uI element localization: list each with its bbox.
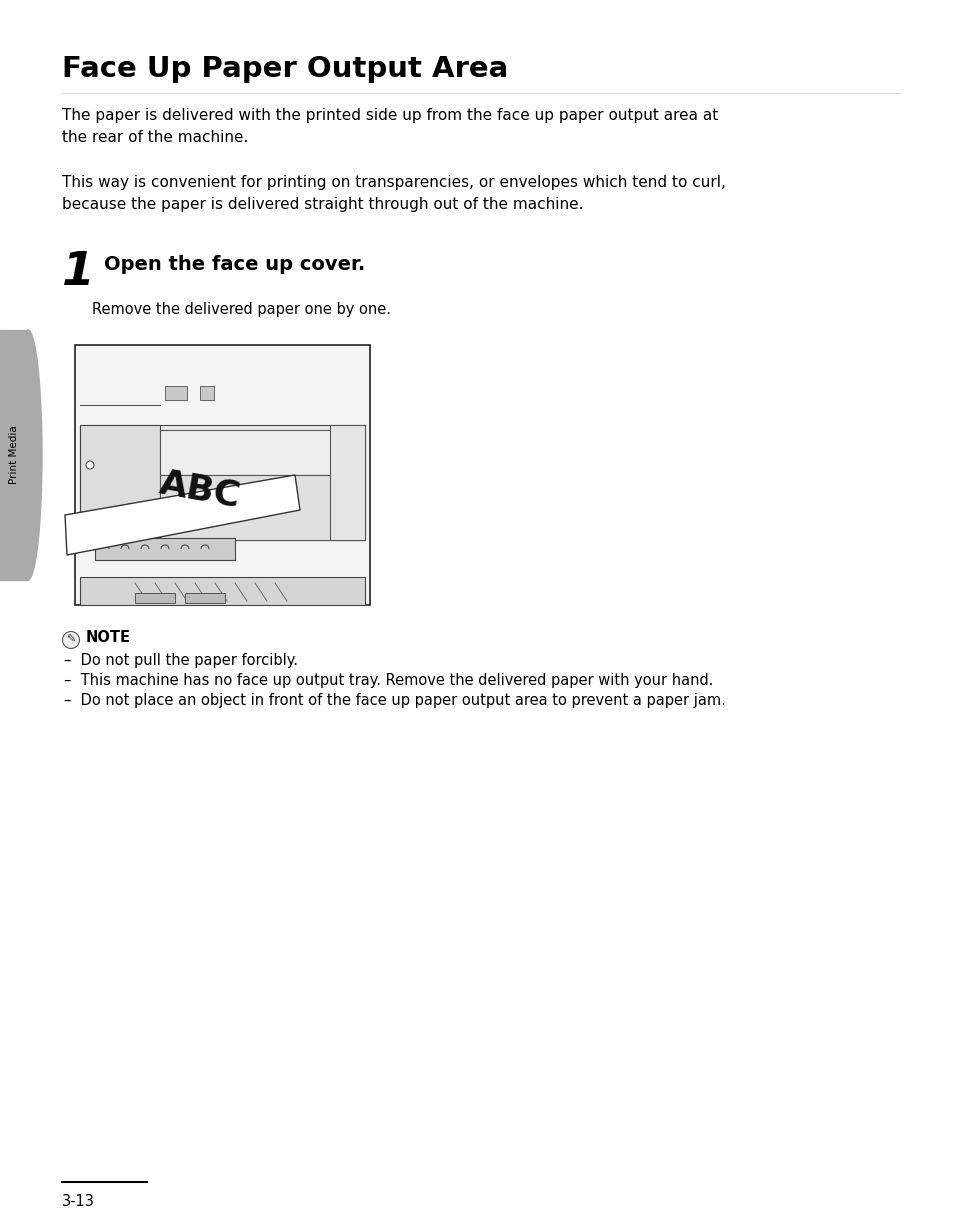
Text: ✎: ✎ bbox=[67, 635, 75, 645]
Text: –  Do not pull the paper forcibly.: – Do not pull the paper forcibly. bbox=[64, 653, 297, 668]
Bar bbox=[75, 344, 370, 605]
Bar bbox=[80, 426, 160, 540]
Text: 1: 1 bbox=[62, 250, 94, 295]
Circle shape bbox=[86, 461, 94, 469]
Text: ABC: ABC bbox=[156, 466, 243, 514]
Bar bbox=[95, 538, 234, 560]
Text: Open the face up cover.: Open the face up cover. bbox=[104, 255, 365, 274]
Text: This way is convenient for printing on transparencies, or envelopes which tend t: This way is convenient for printing on t… bbox=[62, 175, 725, 212]
Text: –  This machine has no face up output tray. Remove the delivered paper with your: – This machine has no face up output tra… bbox=[64, 673, 713, 688]
Circle shape bbox=[63, 631, 79, 648]
Text: Print Media: Print Media bbox=[9, 426, 19, 485]
Bar bbox=[80, 426, 365, 540]
Text: –  Do not place an object in front of the face up paper output area to prevent a: – Do not place an object in front of the… bbox=[64, 692, 725, 708]
Ellipse shape bbox=[14, 330, 42, 581]
Bar bbox=[80, 577, 365, 605]
Text: 3-13: 3-13 bbox=[62, 1194, 94, 1209]
Text: NOTE: NOTE bbox=[86, 630, 131, 645]
Bar bbox=[330, 426, 365, 540]
Text: The paper is delivered with the printed side up from the face up paper output ar: The paper is delivered with the printed … bbox=[62, 108, 718, 145]
Bar bbox=[160, 475, 365, 540]
Bar bbox=[200, 386, 213, 400]
Text: Face Up Paper Output Area: Face Up Paper Output Area bbox=[62, 55, 508, 82]
Bar bbox=[0, 330, 28, 581]
Text: Remove the delivered paper one by one.: Remove the delivered paper one by one. bbox=[91, 303, 391, 317]
Bar bbox=[185, 593, 225, 603]
Bar bbox=[135, 593, 174, 603]
Polygon shape bbox=[65, 475, 299, 555]
Bar bbox=[160, 430, 365, 475]
Bar bbox=[165, 386, 187, 400]
